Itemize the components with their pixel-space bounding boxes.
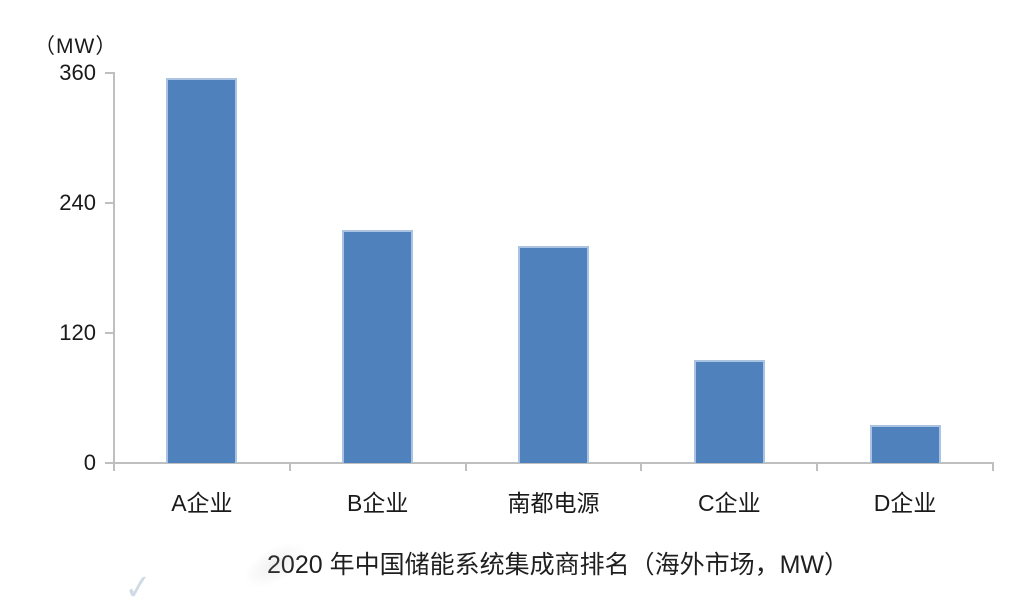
x-axis-tick bbox=[113, 463, 115, 471]
y-axis-unit-label: （MW） bbox=[34, 35, 118, 58]
category-label-D企业: D企业 bbox=[873, 490, 937, 516]
category-label-南都电源: 南都电源 bbox=[507, 490, 600, 516]
y-tick-label: 240 bbox=[59, 189, 96, 215]
category-label-C企业: C企业 bbox=[697, 490, 761, 516]
category-label-B企业: B企业 bbox=[347, 490, 409, 516]
bar-南都电源 bbox=[518, 246, 589, 463]
y-axis-tick bbox=[105, 71, 113, 74]
chart-title: 2020 年中国储能系统集成商排名（海外市场，MW） bbox=[267, 551, 849, 579]
x-axis-line bbox=[113, 462, 994, 464]
watermark-check-icon: ✓ bbox=[122, 567, 155, 605]
bar-B企业 bbox=[342, 230, 414, 463]
y-axis-line bbox=[113, 72, 115, 464]
bar-A企业 bbox=[166, 78, 238, 463]
y-axis-tick bbox=[105, 461, 113, 464]
x-axis-tick bbox=[816, 463, 819, 471]
x-axis-tick bbox=[992, 463, 994, 471]
y-tick-label: 120 bbox=[59, 319, 96, 345]
category-label-A企业: A企业 bbox=[171, 490, 233, 516]
x-axis-tick bbox=[288, 463, 291, 471]
x-axis-tick bbox=[640, 463, 643, 471]
y-axis-tick bbox=[105, 201, 113, 204]
bar-D企业 bbox=[869, 425, 941, 463]
bar-C企业 bbox=[693, 360, 765, 463]
y-axis-tick bbox=[105, 331, 113, 334]
x-axis-tick bbox=[464, 463, 467, 471]
y-tick-label: 0 bbox=[83, 449, 96, 475]
y-tick-label: 360 bbox=[59, 59, 96, 85]
